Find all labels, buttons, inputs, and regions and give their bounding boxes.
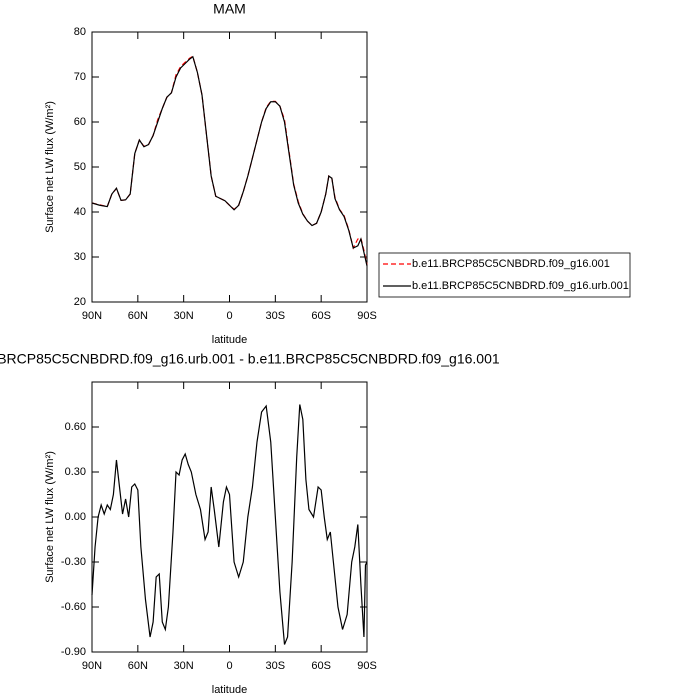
x-tick-label: 30N [174,310,194,322]
chart-title: MAM [213,1,246,17]
y-axis-label: Surface net LW flux (W/m²) [44,101,56,233]
x-tick-label: 90N [82,310,102,322]
legend-label: b.e11.BRCP85C5CNBDRD.f09_g16.001 [412,258,610,270]
data-line [91,404,368,645]
y-tick-label: 50 [74,161,86,173]
y-tick-label: 0.00 [65,511,86,523]
y-tick-label: 0.30 [65,466,86,478]
x-tick-label: 30S [266,660,286,672]
x-tick-label: 60S [311,310,331,322]
x-tick-label: 0 [226,660,232,672]
x-tick-label: 60N [128,310,148,322]
x-tick-label: 60S [311,660,331,672]
x-tick-label: 30S [266,310,286,322]
y-tick-label: 30 [74,251,86,263]
x-tick-label: 90S [357,310,377,322]
y-axis-label: Surface net LW flux (W/m²) [44,451,56,583]
x-tick-label: 90S [357,660,377,672]
x-tick-label: 30N [174,660,194,672]
y-tick-label: 40 [74,206,86,218]
plot-frame [91,381,368,653]
y-tick-label: 60 [74,116,86,128]
y-tick-label: 70 [74,71,86,83]
y-tick-label: -0.60 [61,601,86,613]
x-tick-label: 90N [82,660,102,672]
chart-title: b.e11.BRCP85C5CNBDRD.f09_g16.urb.001 - b… [0,351,500,367]
x-tick-label: 60N [128,660,148,672]
y-tick-label: -0.90 [61,646,86,658]
legend-frame [378,252,631,298]
legend-label: b.e11.BRCP85C5CNBDRD.f09_g16.urb.001 [412,280,629,292]
data-line [91,55,368,265]
y-tick-label: 0.60 [65,421,86,433]
plot-frame [91,31,368,303]
x-axis-label: latitude [212,334,247,346]
y-tick-label: -0.30 [61,556,86,568]
x-tick-label: 0 [226,310,232,322]
x-axis-label: latitude [212,684,247,696]
data-line [91,55,368,267]
y-tick-label: 20 [74,296,86,308]
y-tick-label: 80 [74,26,86,38]
